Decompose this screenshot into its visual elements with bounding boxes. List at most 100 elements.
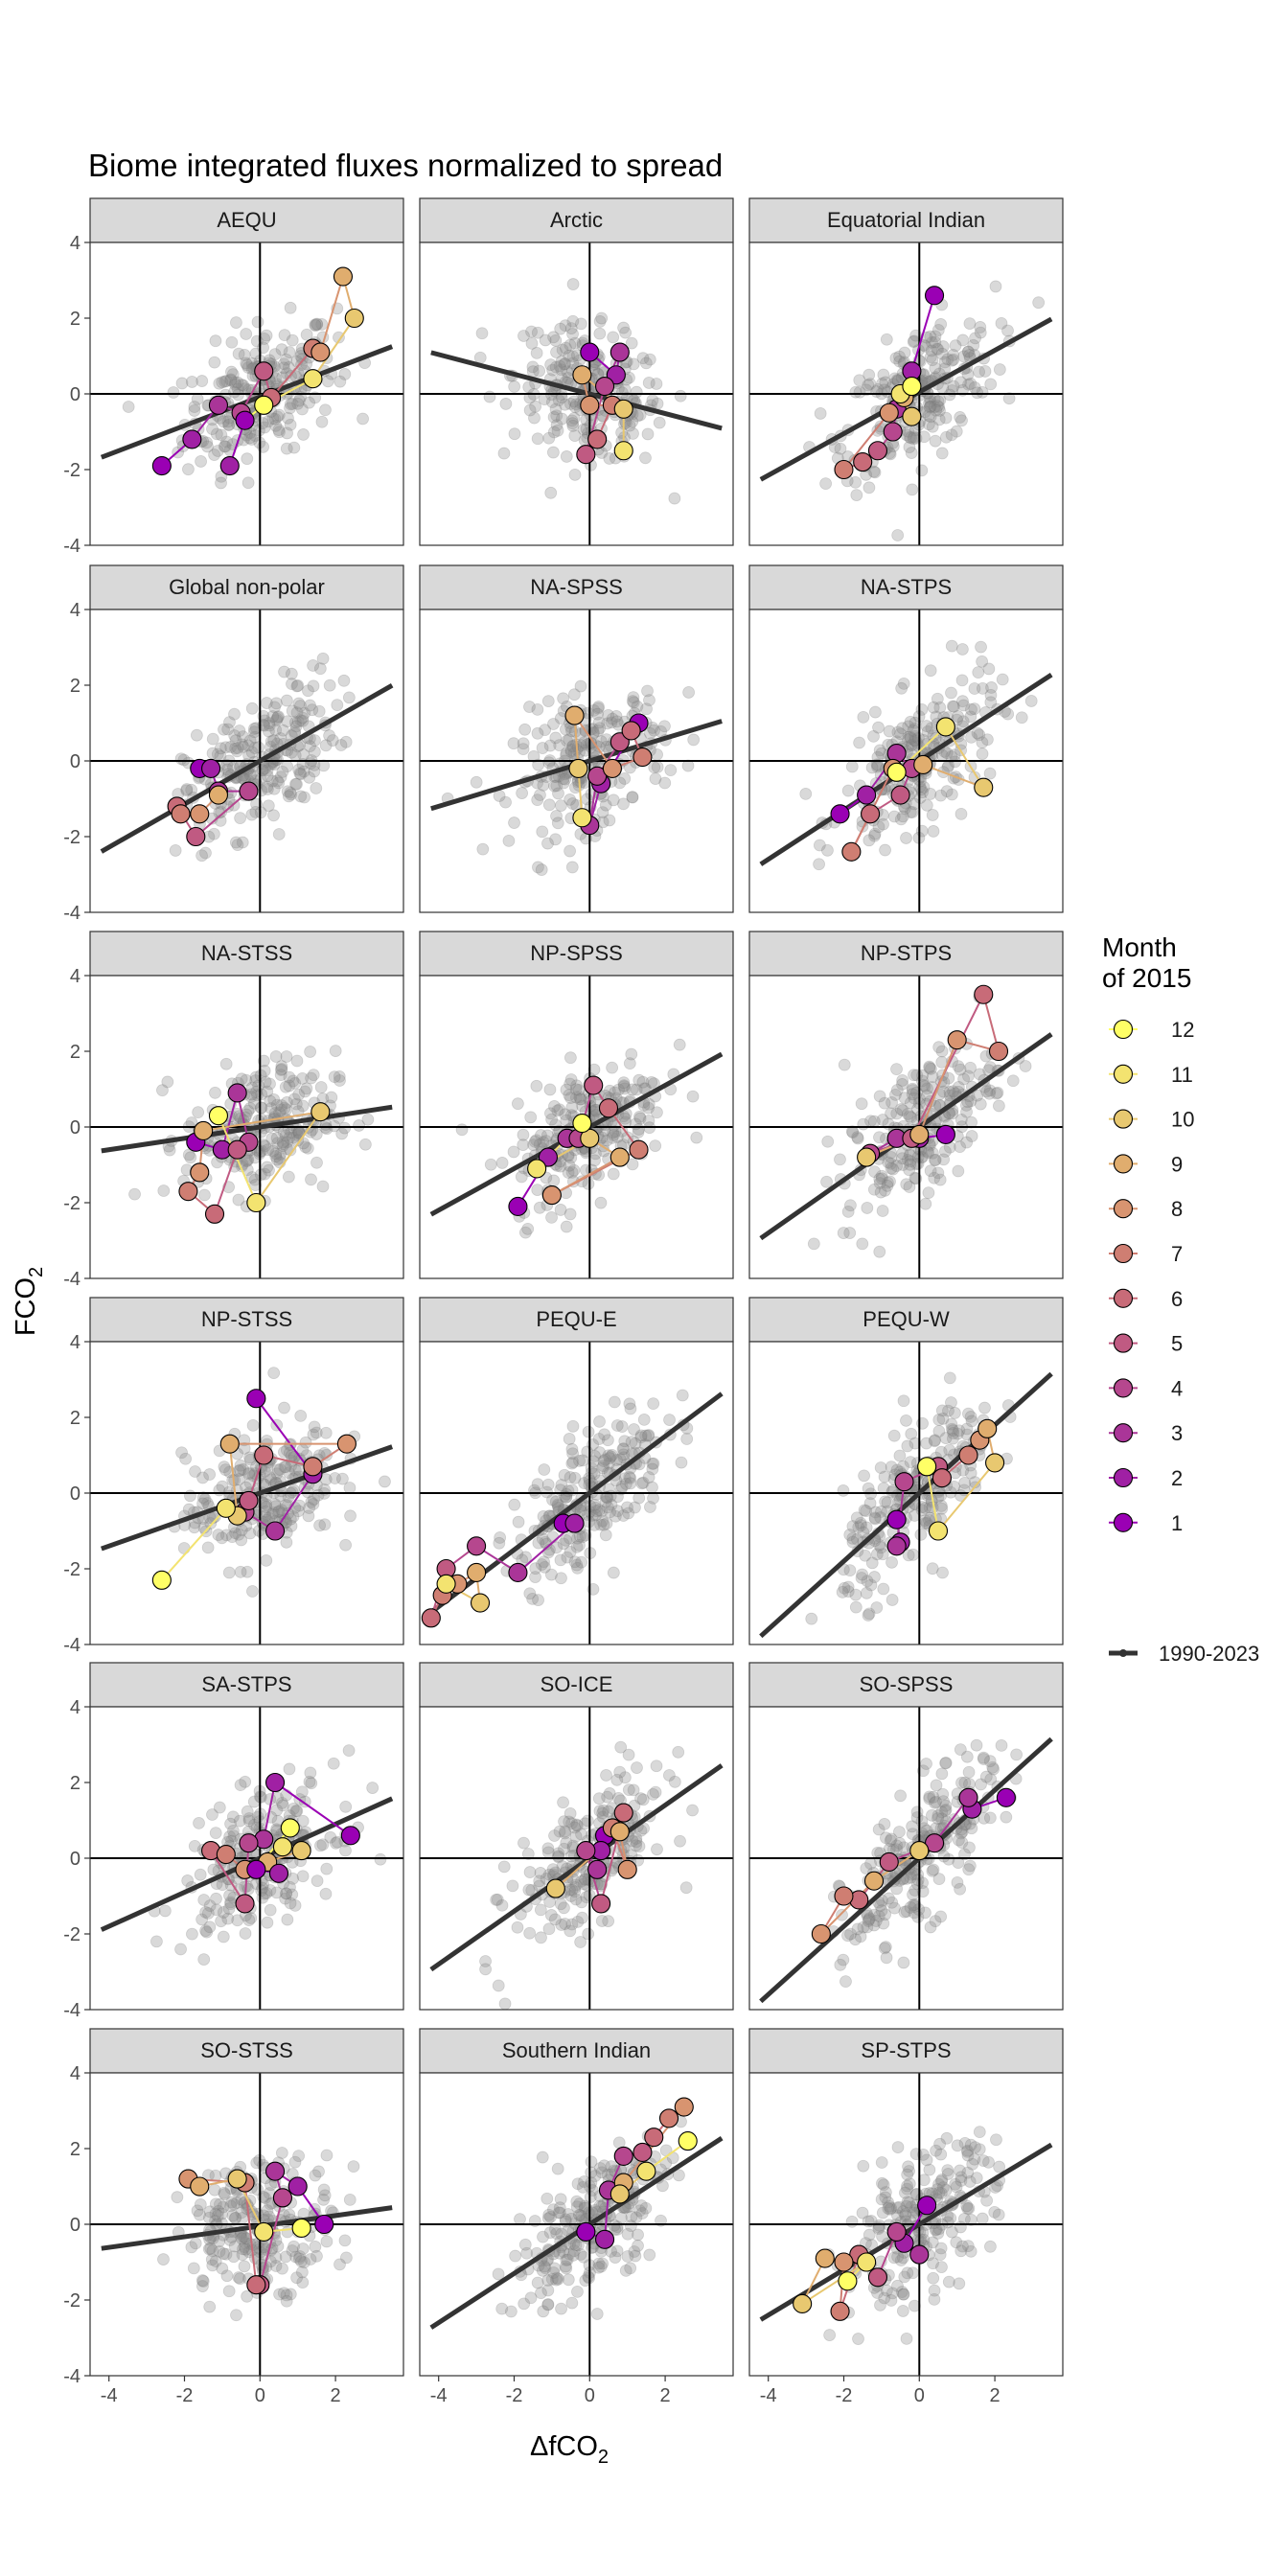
background-point [565, 1442, 579, 1456]
background-point [237, 2242, 249, 2256]
background-point [122, 401, 135, 413]
background-point [280, 1535, 293, 1549]
background-point [902, 733, 915, 746]
background-point [602, 708, 615, 722]
background-point [218, 723, 230, 736]
background-point [861, 1575, 874, 1588]
background-point [316, 1838, 330, 1852]
background-point [582, 1425, 595, 1438]
background-point [890, 1839, 904, 1852]
background-point [879, 2191, 892, 2204]
background-point [258, 421, 271, 434]
month-point-6 [853, 452, 873, 472]
background-point [559, 1918, 572, 1930]
background-point [229, 734, 242, 748]
background-point [639, 356, 653, 370]
month-point-11 [935, 717, 955, 737]
background-point [541, 1478, 555, 1491]
background-point [901, 1439, 914, 1453]
background-point [292, 1505, 305, 1518]
background-point [552, 2206, 565, 2220]
background-point [934, 2242, 948, 2255]
background-point [955, 643, 969, 656]
background-point [235, 379, 248, 391]
background-point [199, 1924, 213, 1937]
background-point [947, 700, 959, 713]
month-point-4 [924, 1833, 945, 1853]
background-point [853, 385, 866, 399]
background-point [978, 1751, 990, 1764]
background-point [560, 450, 573, 463]
background-point [923, 1792, 936, 1806]
background-point [239, 1775, 252, 1788]
background-point [642, 1429, 656, 1441]
background-point [569, 1878, 583, 1892]
background-point [234, 1463, 247, 1477]
background-point [544, 486, 558, 499]
strip-np-spss [419, 931, 734, 977]
background-point [945, 639, 958, 653]
background-point [231, 376, 244, 389]
background-point [867, 729, 880, 743]
background-point [622, 1506, 635, 1520]
background-point [564, 1073, 578, 1086]
background-point [851, 1922, 864, 1936]
background-point [932, 2186, 946, 2199]
background-point [893, 1826, 906, 1838]
background-point [169, 844, 182, 857]
background-point [950, 425, 963, 438]
month-point-7 [171, 804, 191, 824]
background-point [872, 820, 886, 834]
strip-label-na-stps: NA-STPS [861, 575, 952, 599]
background-point [883, 1892, 895, 1905]
background-point [517, 737, 530, 750]
background-point [922, 409, 935, 422]
background-point [245, 768, 258, 781]
background-point [549, 1495, 563, 1508]
month-path-segment [259, 2197, 284, 2286]
month-point-10 [974, 777, 994, 797]
month-point-6 [204, 1204, 225, 1224]
background-point [916, 1764, 930, 1778]
strip-sp-stps [748, 2028, 1064, 2074]
background-point [541, 2284, 555, 2297]
background-point [274, 732, 288, 745]
background-point [276, 1139, 289, 1153]
month-point-10 [985, 1453, 1005, 1473]
background-point [930, 1779, 943, 1792]
background-point [965, 1822, 978, 1835]
background-point [310, 318, 324, 332]
background-point [868, 1165, 881, 1179]
background-point [219, 2247, 233, 2261]
background-point [890, 1843, 903, 1856]
background-point [214, 2197, 226, 2211]
background-point [560, 1533, 573, 1547]
background-point [286, 678, 298, 691]
background-point [564, 1924, 577, 1938]
background-point [975, 1778, 987, 1791]
background-point [264, 1102, 278, 1116]
month-point-10 [291, 1841, 311, 1861]
background-point [218, 1463, 232, 1477]
background-point [863, 1497, 877, 1509]
background-point [196, 1913, 209, 1926]
background-point [571, 1561, 584, 1575]
background-point [861, 1909, 874, 1922]
background-point [623, 1057, 636, 1070]
background-point [955, 414, 968, 427]
background-point [868, 827, 882, 840]
background-point [338, 368, 352, 380]
background-point [551, 424, 564, 437]
background-point [834, 1153, 846, 1166]
background-point [601, 1790, 614, 1804]
background-point [896, 1152, 908, 1165]
background-point [564, 1471, 577, 1484]
background-point [647, 1397, 660, 1411]
background-point [850, 1511, 863, 1525]
background-point [218, 440, 231, 453]
background-point [280, 694, 293, 707]
background-point [305, 1071, 318, 1085]
background-point [896, 1159, 909, 1171]
background-point [275, 1504, 288, 1517]
background-point [565, 414, 579, 427]
